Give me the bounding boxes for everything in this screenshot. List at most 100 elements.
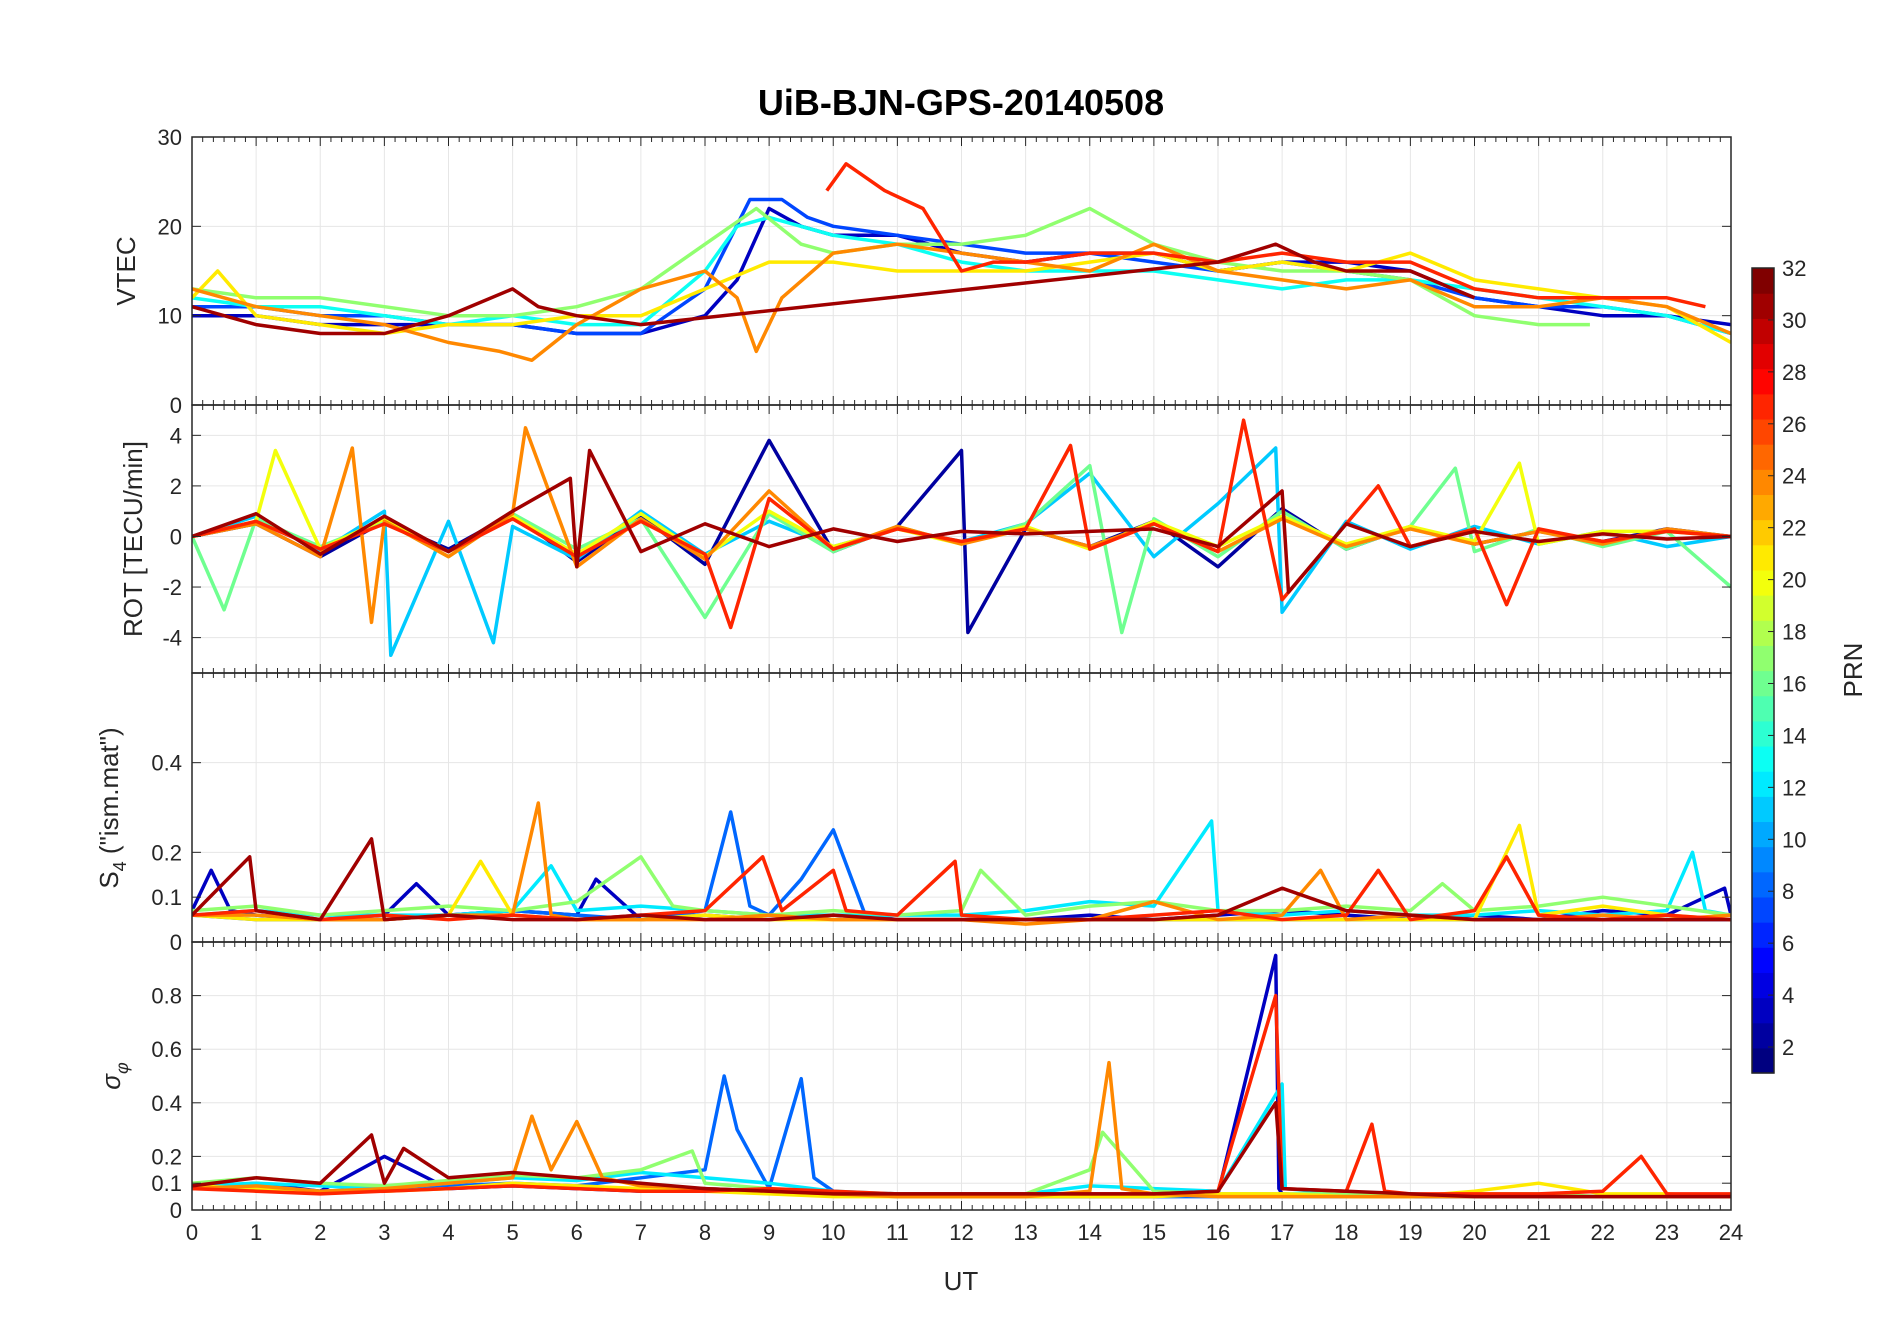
vtec-panel: 0 10 20 30 [158,125,1732,418]
colorbar-segment [1752,620,1774,646]
xtick-label: 2 [314,1220,326,1245]
colorbar-tick-label: 28 [1782,360,1806,385]
xtick-label: 23 [1655,1220,1679,1245]
s4-ytick-label: 0.2 [151,840,182,865]
xtick-label: 21 [1526,1220,1550,1245]
vtec-series-group [192,162,1731,363]
colorbar-tick-label: 12 [1782,775,1806,800]
colorbar-tick-label: 8 [1782,879,1794,904]
xtick-label: 12 [949,1220,973,1245]
colorbar-segment [1752,972,1774,999]
vtec-series-prn-31 [192,242,1476,336]
colorbar-segment [1752,896,1774,923]
xtick-label: 0 [186,1220,198,1245]
colorbar-segment [1752,997,1774,1024]
colorbar-segment [1752,796,1774,823]
chart-title: UiB-BJN-GPS-20140508 [758,82,1164,123]
sigma_phi-ytick-label: 0 [170,1198,182,1223]
colorbar-tick-label: 20 [1782,568,1806,593]
colorbar-segment [1752,544,1774,571]
xtick-label: 18 [1334,1220,1358,1245]
colorbar-segment [1752,494,1774,521]
colorbar-segment [1752,1022,1774,1049]
colorbar-segment [1752,720,1774,747]
rot-ytick-label: -4 [162,626,182,651]
s4-ytick-label: 0.4 [151,751,182,776]
colorbar-segment [1752,293,1774,319]
rot-series-prn-27 [192,418,1731,630]
vtec-ylabel: VTEC [111,236,141,305]
s4-ylabel: S4 ("ism.mat") [94,727,130,888]
xtick-label: 7 [635,1220,647,1245]
sigma_phi-series-group [192,953,1731,1199]
colorbar-segment [1752,645,1774,672]
colorbar-tick-label: 4 [1782,983,1794,1008]
colorbar-tick-label: 22 [1782,516,1806,541]
colorbar-segment [1752,418,1774,445]
vtec-ytick-label: 30 [158,125,182,150]
xtick-label: 10 [821,1220,845,1245]
colorbar-segment [1752,519,1774,546]
x-axis-label: UT [944,1266,979,1296]
colorbar-segment [1752,569,1774,596]
sigma_phi-ytick-label: 0.6 [151,1037,182,1062]
sigma_phi-ytick-label: 0.4 [151,1091,182,1116]
xtick-label: 5 [507,1220,519,1245]
colorbar-segment [1752,393,1774,420]
sigma_phi-series-prn-24 [192,1060,1731,1199]
sigma_phi-ytick-label: 0.1 [151,1171,182,1196]
colorbar-segment [1752,670,1774,697]
colorbar-segment [1752,745,1774,772]
vtec-ytick-label: 10 [158,304,182,329]
s4-series-prn-27 [192,855,1731,922]
colorbar-tick-label: 30 [1782,308,1806,333]
vtec-series-prn-27 [825,162,1706,309]
s4-series-prn-31 [192,837,1731,922]
xtick-label: 6 [571,1220,583,1245]
rot-ytick-label: 2 [170,474,182,499]
xtick-label: 17 [1270,1220,1294,1245]
xtick-label: 16 [1206,1220,1230,1245]
colorbar-segment [1752,771,1774,797]
colorbar-segment [1752,268,1774,294]
xtick-label: 19 [1398,1220,1422,1245]
colorbar-tick-label: 18 [1782,620,1806,645]
colorbar-tick-label: 26 [1782,412,1806,437]
xtick-label: 14 [1078,1220,1102,1245]
colorbar-tick-label: 24 [1782,464,1806,489]
vtec-ytick-label: 0 [170,393,182,418]
sigma-phi-ylabel: σφ [96,1062,132,1090]
rot-ylabel: ROT [TECU/min] [118,441,148,637]
colorbar-segment [1752,595,1774,621]
xtick-label: 9 [763,1220,775,1245]
xtick-label: 1 [250,1220,262,1245]
colorbar-tick-label: 6 [1782,931,1794,956]
colorbar-segment [1752,343,1774,370]
colorbar-segment [1752,695,1774,722]
rot-series-prn-31 [192,448,1731,594]
colorbar-segment [1752,444,1774,470]
colorbar-segment [1752,871,1774,898]
rot-ytick-label: 0 [170,524,182,549]
colorbar-tick-label: 14 [1782,723,1806,748]
rot-ytick-label: -2 [162,575,182,600]
colorbar-tick-label: 2 [1782,1035,1794,1060]
sigma_phi-ytick-label: 0.8 [151,984,182,1009]
colorbar-segment [1752,947,1774,973]
colorbar-segment [1752,318,1774,345]
vtec-series-prn-24 [192,242,1731,363]
xtick-label: 15 [1142,1220,1166,1245]
colorbar-label: PRN [1838,643,1868,698]
xtick-label: 13 [1013,1220,1037,1245]
s4-series-prn-17 [192,855,1731,917]
colorbar-segment [1752,821,1774,848]
sigma_phi-ytick-label: 0.2 [151,1144,182,1169]
xtick-label: 3 [378,1220,390,1245]
sigma-phi-panel: 00.10.20.40.60.80 1 2 3 4 5 6 7 8 9 10 11 12 13 14 15 16… [151,941,1743,1245]
colorbar-segment [1752,1047,1774,1074]
s4-series-group [192,801,1731,926]
xtick-label: 4 [442,1220,454,1245]
colorbar-frame [1751,267,1775,1074]
